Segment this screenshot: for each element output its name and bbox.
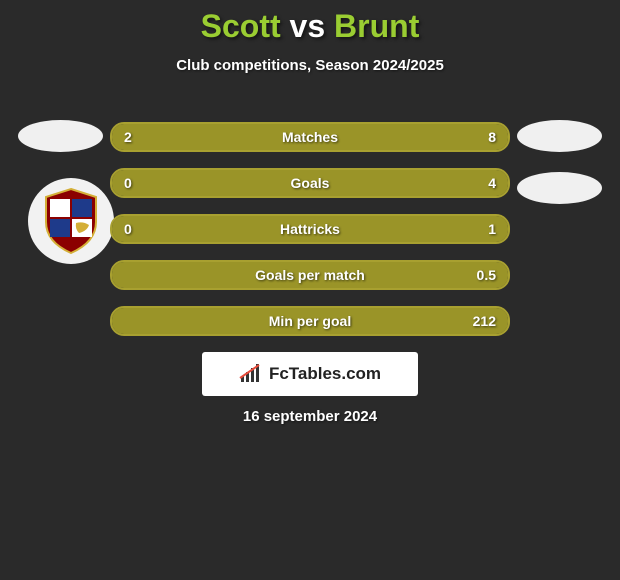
player2-badge-placeholder-2: [517, 172, 602, 204]
stat-right-value: 0.5: [477, 262, 496, 288]
brand-name: FcTables.com: [269, 364, 381, 384]
stat-right-value: 4: [488, 170, 496, 196]
stat-label: Hattricks: [112, 216, 508, 242]
stat-row-goals: 0 Goals 4: [110, 168, 510, 198]
chart-icon: [239, 364, 263, 384]
stat-right-value: 212: [473, 308, 496, 334]
player2-name: Brunt: [334, 8, 419, 44]
vs-text: vs: [290, 8, 326, 44]
subtitle: Club competitions, Season 2024/2025: [0, 57, 620, 74]
stat-row-goals-per-match: Goals per match 0.5: [110, 260, 510, 290]
stat-label: Goals per match: [112, 262, 508, 288]
club-crest: [28, 178, 114, 264]
comparison-title: Scott vs Brunt: [0, 0, 620, 45]
shield-icon: [41, 187, 101, 255]
player1-name: Scott: [201, 8, 281, 44]
stat-label: Goals: [112, 170, 508, 196]
stat-row-hattricks: 0 Hattricks 1: [110, 214, 510, 244]
stat-row-min-per-goal: Min per goal 212: [110, 306, 510, 336]
stat-right-value: 1: [488, 216, 496, 242]
stat-label: Min per goal: [112, 308, 508, 334]
brand-logo[interactable]: FcTables.com: [202, 352, 418, 396]
player1-badge-placeholder: [18, 120, 103, 152]
player2-badge-placeholder: [517, 120, 602, 152]
stat-label: Matches: [112, 124, 508, 150]
stats-bars: 2 Matches 8 0 Goals 4 0 Hattricks 1 Goal…: [110, 122, 510, 352]
footer-date: 16 september 2024: [0, 408, 620, 425]
stat-right-value: 8: [488, 124, 496, 150]
stat-row-matches: 2 Matches 8: [110, 122, 510, 152]
